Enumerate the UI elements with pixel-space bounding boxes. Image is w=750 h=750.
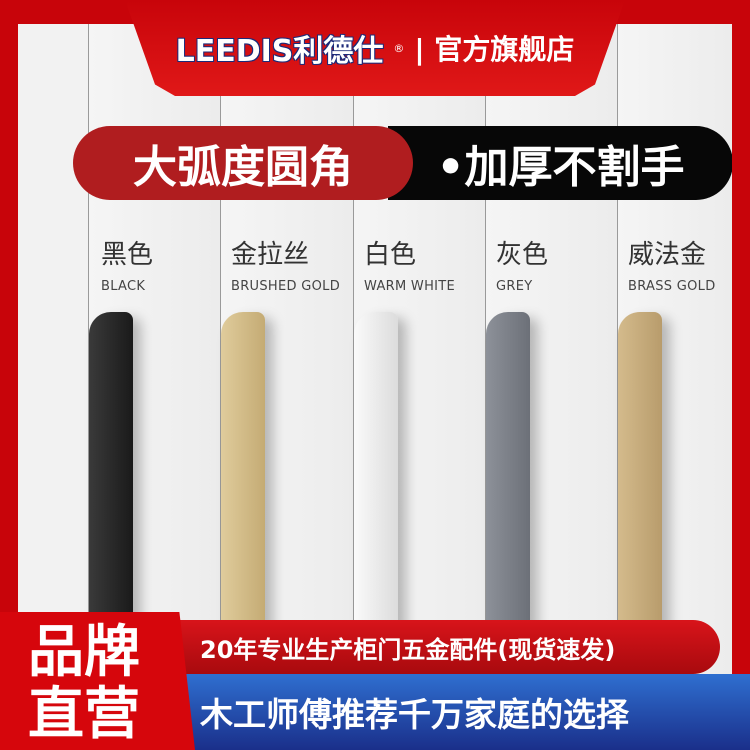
color-name-cn: 威法金: [628, 240, 707, 270]
handle-brass-gold: [618, 312, 662, 652]
handle-black: [89, 312, 133, 652]
handle-warm-white: [354, 312, 398, 652]
color-name-en: GREY: [496, 279, 533, 294]
banner-left: 大弧度圆角: [73, 126, 413, 200]
tagline-red: 20年专业生产柜门五金配件(现货速发): [170, 620, 720, 674]
brand-line-2: 直营: [28, 682, 140, 747]
brand-direct-badge: 品牌 直营: [0, 612, 195, 750]
store-label: | 官方旗舰店: [414, 33, 575, 66]
handle-brushed-gold: [221, 312, 265, 652]
color-name-cn: 白色: [364, 240, 417, 270]
store-header: LEEDIS利德仕 ® | 官方旗舰店: [125, 0, 625, 96]
tagline-blue: 木工师傅推荐千万家庭的选择: [170, 674, 750, 750]
color-name-en: BLACK: [101, 279, 146, 294]
color-name-en: BRASS GOLD: [628, 279, 716, 294]
color-name-en: BRUSHED GOLD: [231, 279, 341, 294]
color-name-cn: 黑色: [101, 240, 154, 270]
registered-mark: ®: [393, 41, 405, 55]
color-name-cn: 灰色: [496, 240, 549, 270]
handle-grey: [486, 312, 530, 652]
color-name-en: WARM WHITE: [364, 279, 456, 294]
brand-logo: LEEDIS利德仕: [175, 34, 384, 69]
brand-line-1: 品牌: [28, 620, 140, 685]
color-name-cn: 金拉丝: [231, 240, 310, 270]
banner-right: •加厚不割手: [388, 126, 732, 200]
